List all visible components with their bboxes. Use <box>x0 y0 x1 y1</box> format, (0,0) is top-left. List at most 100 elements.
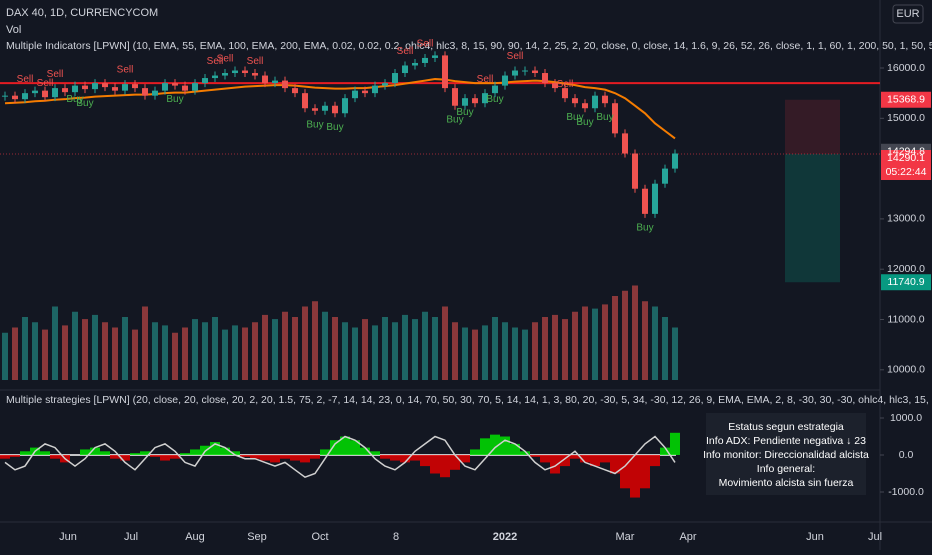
candle <box>402 65 408 74</box>
candle <box>552 83 558 89</box>
volume-bar <box>212 317 218 380</box>
volume-bar <box>652 306 658 380</box>
oscillator-bar <box>20 451 30 455</box>
y-tick-label: 11000.0 <box>887 313 924 325</box>
candle <box>562 88 568 99</box>
candle <box>512 70 518 76</box>
oscillator-bar <box>380 455 390 459</box>
oscillator-bar <box>630 455 640 498</box>
signal-label: Buy <box>446 114 463 125</box>
info-line: Info general: <box>757 463 815 475</box>
candle <box>502 75 508 86</box>
indicator-title: Multiple Indicators [LPWN] (10, EMA, 55,… <box>6 40 932 52</box>
volume-bar <box>182 327 188 380</box>
volume-bar <box>312 301 318 380</box>
currency[interactable]: EUR <box>896 8 919 20</box>
x-tick-label: Jul <box>868 531 882 543</box>
candle <box>112 87 118 91</box>
volume-bar <box>42 329 48 380</box>
volume-bar <box>132 329 138 380</box>
volume-bar <box>162 325 168 380</box>
oscillator-bar <box>610 455 620 474</box>
oscillator-bar <box>280 455 290 459</box>
oscillator-bar <box>90 447 100 455</box>
volume-bar <box>662 317 668 380</box>
volume-bar <box>582 306 588 380</box>
oscillator-bar <box>320 449 330 455</box>
signal-line <box>4 435 676 479</box>
oscillator-bar <box>580 455 590 463</box>
volume-bar <box>432 317 438 380</box>
y2-tick-label: 1000.0 <box>890 412 922 424</box>
price-label-box <box>881 150 931 181</box>
candle <box>62 88 68 93</box>
volume-bar <box>382 317 388 380</box>
candle <box>632 153 638 189</box>
candle <box>292 88 298 94</box>
oscillator-bar <box>40 451 50 455</box>
candle <box>642 188 648 214</box>
candle <box>342 98 348 114</box>
volume-bar <box>322 311 328 380</box>
strategy-title: Multiple strategies [LPWN] (20, close, 2… <box>6 394 932 406</box>
volume-bar <box>92 314 98 380</box>
volume-bar <box>462 327 468 380</box>
volume-bar <box>362 319 368 380</box>
candle <box>592 95 598 109</box>
signal-label: Buy <box>636 223 653 234</box>
candle <box>22 93 28 100</box>
volume-bar <box>192 319 198 380</box>
candle <box>282 80 288 89</box>
oscillator-bar <box>590 455 600 467</box>
candle <box>222 73 228 76</box>
currency-badge[interactable] <box>892 4 924 24</box>
y-tick-label: 16000.0 <box>887 62 925 74</box>
volume-bar <box>122 317 128 380</box>
candle <box>522 70 528 72</box>
candle <box>492 85 498 94</box>
oscillator-bar <box>530 455 540 457</box>
candle <box>472 98 478 104</box>
volume-bar <box>352 327 358 380</box>
oscillator-bar <box>500 436 510 455</box>
volume-bar <box>392 322 398 380</box>
candle <box>652 183 658 214</box>
volume-bar <box>562 319 568 380</box>
x-tick-label: Sep <box>247 531 267 543</box>
volume-bar <box>282 311 288 380</box>
signal-label: Buy <box>76 98 93 109</box>
oscillator-bar <box>480 438 490 455</box>
volume-bar <box>642 301 648 380</box>
volume-bar <box>292 317 298 380</box>
candle <box>482 93 488 104</box>
volume-bar <box>372 325 378 380</box>
oscillator-bar <box>490 434 500 455</box>
oscillator-bar <box>550 455 560 474</box>
signal-label: Sell <box>417 39 434 50</box>
signal-label: Buy <box>166 94 183 105</box>
oscillator-bar <box>310 455 320 459</box>
candle <box>672 153 678 169</box>
oscillator-bar <box>130 453 140 455</box>
candle <box>212 75 218 79</box>
candle <box>382 83 388 86</box>
candle <box>612 103 618 134</box>
x-tick-label: Aug <box>185 531 205 543</box>
signal-label: Buy <box>66 94 83 105</box>
oscillator-bar <box>230 451 240 455</box>
candle <box>322 105 328 111</box>
oscillator-bar <box>270 455 280 463</box>
oscillator-bar <box>510 443 520 455</box>
candle <box>622 133 628 154</box>
price-label-box <box>881 91 931 108</box>
volume-bar <box>62 325 68 380</box>
x-tick-label: Jul <box>124 531 138 543</box>
oscillator-bar <box>0 455 10 459</box>
volume-bar <box>252 322 258 380</box>
volume-bar <box>612 296 618 380</box>
volume-bar <box>32 322 38 380</box>
volume-bar <box>112 327 118 380</box>
candle <box>72 85 78 93</box>
info-line: Movimiento alcista sin fuerza <box>719 477 854 489</box>
oscillator-bar <box>120 455 130 461</box>
